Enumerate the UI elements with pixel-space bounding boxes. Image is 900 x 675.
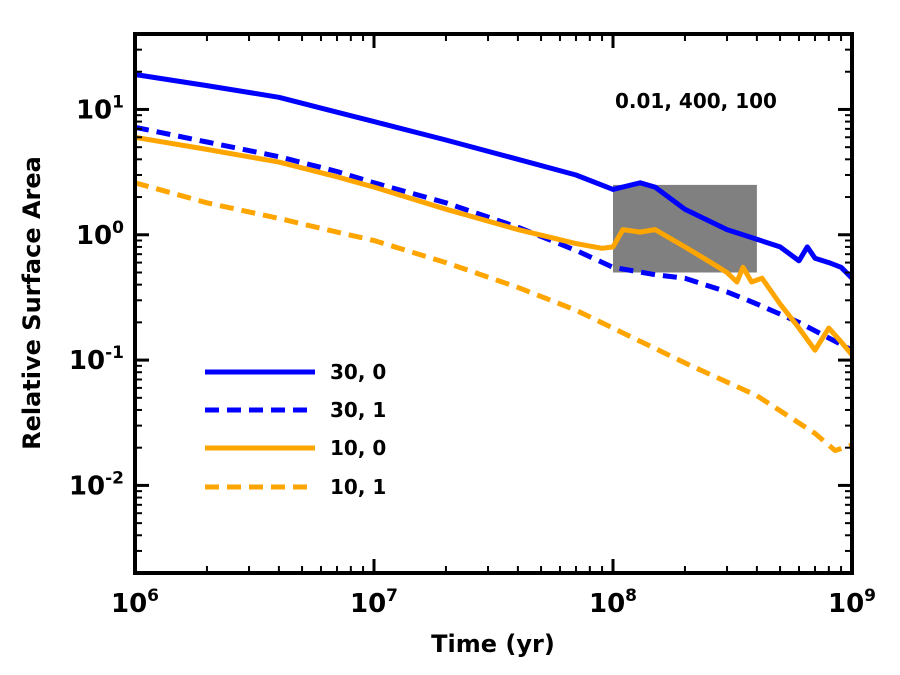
x-tick-label: 108 <box>589 586 637 619</box>
y-tick-label: 10-2 <box>69 468 124 501</box>
legend-label-30-0: 30, 0 <box>330 360 386 384</box>
tick-layer <box>133 34 854 573</box>
legend: 30, 0 30, 1 10, 0 10, 1 <box>205 360 386 499</box>
y-tick-label: 101 <box>76 92 124 125</box>
series-line-30-0 <box>134 72 854 280</box>
shaded-region <box>613 184 757 273</box>
x-axis-title: Time (yr) <box>431 630 555 658</box>
plot-frame <box>133 32 854 575</box>
shaded-region-layer <box>613 184 757 273</box>
y-axis-title: Relative Surface Area <box>18 156 46 450</box>
series-line-10-0 <box>134 134 854 357</box>
x-tick-label: 109 <box>828 586 876 619</box>
x-tick-label: 106 <box>111 586 159 619</box>
legend-label-10-0: 10, 0 <box>330 436 386 460</box>
y-tick-label: 10-1 <box>69 343 124 376</box>
series-line-10-1 <box>134 180 853 453</box>
x-tick-label: 107 <box>350 586 398 619</box>
series-line-30-1 <box>134 124 854 353</box>
parameter-annotation: 0.01, 400, 100 <box>615 89 777 113</box>
y-tick-label: 100 <box>76 218 124 251</box>
series-layer <box>134 72 854 453</box>
legend-label-30-1: 30, 1 <box>330 398 386 422</box>
legend-label-10-1: 10, 1 <box>330 475 386 499</box>
tick-label-layer: 106 107 108 109 10-2 10-1 100 101 <box>69 92 876 619</box>
